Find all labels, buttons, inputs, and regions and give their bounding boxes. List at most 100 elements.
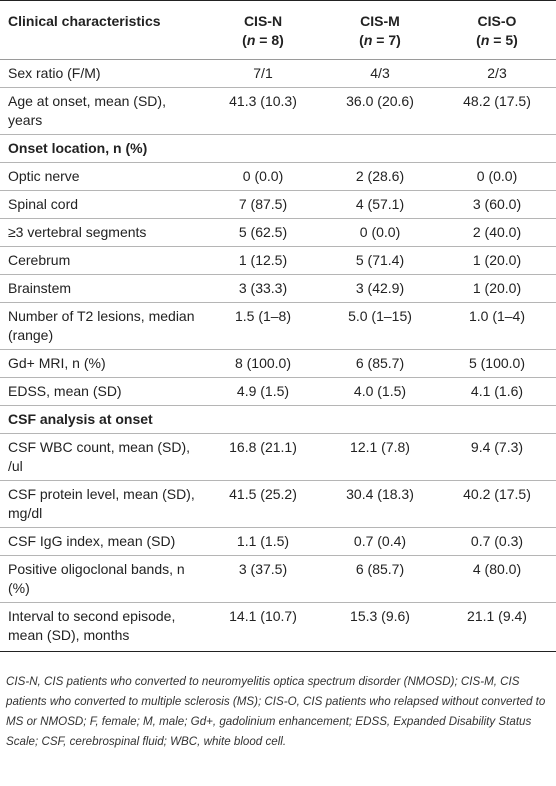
row-label: Optic nerve (0, 162, 204, 191)
row-label: EDSS, mean (SD) (0, 377, 204, 406)
section-header-row: Onset location, n (%) (0, 134, 556, 163)
cis-m-value: 3 (42.9) (322, 274, 438, 303)
cis-o-value: 4.1 (1.6) (438, 377, 556, 406)
table-row: Positive oligoclonal bands, n (%) 3 (37.5… (0, 555, 556, 603)
cis-o-value: 48.2 (17.5) (438, 87, 556, 135)
section-empty-cell (204, 405, 322, 434)
cis-o-value: 0 (0.0) (438, 162, 556, 191)
table-row: Optic nerve 0 (0.0) 2 (28.6) 0 (0.0) (0, 162, 556, 191)
clinical-characteristics-table: Clinical characteristics CIS-N (n = 8) C… (0, 0, 556, 652)
table-row: Spinal cord 7 (87.5) 4 (57.1) 3 (60.0) (0, 190, 556, 219)
cis-o-value: 1 (20.0) (438, 246, 556, 275)
section-empty-cell (322, 405, 438, 434)
cis-m-value: 4 (57.1) (322, 190, 438, 219)
cis-n-value: 7/1 (204, 59, 322, 88)
table-row: CSF protein level, mean (SD), mg/dl 41.5 … (0, 480, 556, 528)
cis-n-value: 0 (0.0) (204, 162, 322, 191)
cis-m-value: 4/3 (322, 59, 438, 88)
section-empty-cell (438, 134, 556, 163)
row-label: Cerebrum (0, 246, 204, 275)
row-label: Interval to second episode, mean (SD), m… (0, 602, 204, 652)
table-row: Brainstem 3 (33.3) 3 (42.9) 1 (20.0) (0, 274, 556, 303)
cis-o-value: 2 (40.0) (438, 218, 556, 247)
header-cis-n-var: n (246, 32, 256, 48)
cis-n-value: 1.5 (1–8) (204, 302, 322, 350)
table-header-row: Clinical characteristics CIS-N (n = 8) C… (0, 0, 556, 60)
header-cis-m: CIS-M (n = 7) (322, 0, 438, 60)
cis-m-value: 0 (0.0) (322, 218, 438, 247)
cis-n-value: 7 (87.5) (204, 190, 322, 219)
table-row: Number of T2 lesions, median (range) 1.5 … (0, 302, 556, 350)
header-cis-n: CIS-N (n = 8) (204, 0, 322, 60)
cis-n-value: 16.8 (21.1) (204, 433, 322, 481)
cis-m-value: 0.7 (0.4) (322, 527, 438, 556)
cis-o-value: 21.1 (9.4) (438, 602, 556, 652)
section-label: CSF analysis at onset (0, 405, 204, 434)
cis-m-value: 6 (85.7) (322, 349, 438, 378)
row-label: Positive oligoclonal bands, n (%) (0, 555, 204, 603)
row-label: ≥3 vertebral segments (0, 218, 204, 247)
cis-o-value: 40.2 (17.5) (438, 480, 556, 528)
row-label: Age at onset, mean (SD), years (0, 87, 204, 135)
cis-n-value: 5 (62.5) (204, 218, 322, 247)
row-label: CSF WBC count, mean (SD), /ul (0, 433, 204, 481)
header-clinical-characteristics: Clinical characteristics (0, 0, 204, 60)
cis-o-value: 2/3 (438, 59, 556, 88)
row-label: Brainstem (0, 274, 204, 303)
cis-n-value: 1 (12.5) (204, 246, 322, 275)
header-cis-n-count: = 8) (255, 32, 284, 48)
cis-m-value: 4.0 (1.5) (322, 377, 438, 406)
table-row: Interval to second episode, mean (SD), m… (0, 602, 556, 652)
header-cis-m-name: CIS-M (360, 13, 400, 29)
cis-m-value: 2 (28.6) (322, 162, 438, 191)
row-label: Number of T2 lesions, median (range) (0, 302, 204, 350)
table-footnote: CIS-N, CIS patients who converted to neu… (6, 675, 546, 748)
header-cis-o-name: CIS-O (477, 13, 517, 29)
header-cis-n-name: CIS-N (243, 13, 283, 29)
cis-o-value: 5 (100.0) (438, 349, 556, 378)
cis-o-value: 1 (20.0) (438, 274, 556, 303)
row-label: Spinal cord (0, 190, 204, 219)
row-label: Sex ratio (F/M) (0, 59, 204, 88)
table-row: Sex ratio (F/M) 7/1 4/3 2/3 (0, 59, 556, 88)
cis-n-value: 8 (100.0) (204, 349, 322, 378)
cis-n-value: 4.9 (1.5) (204, 377, 322, 406)
section-label: Onset location, n (%) (0, 134, 204, 163)
table-row: ≥3 vertebral segments 5 (62.5) 0 (0.0) 2 (4… (0, 218, 556, 247)
header-cis-o: CIS-O (n = 5) (438, 0, 556, 60)
section-header-row: CSF analysis at onset (0, 405, 556, 434)
cis-o-value: 3 (60.0) (438, 190, 556, 219)
header-cis-o-var: n (480, 32, 490, 48)
cis-n-value: 14.1 (10.7) (204, 602, 322, 652)
section-empty-cell (204, 134, 322, 163)
table-row: Cerebrum 1 (12.5) 5 (71.4) 1 (20.0) (0, 246, 556, 275)
table-row: CSF WBC count, mean (SD), /ul 16.8 (21.1)… (0, 433, 556, 481)
cis-o-value: 9.4 (7.3) (438, 433, 556, 481)
cis-m-value: 5.0 (1–15) (322, 302, 438, 350)
row-label: Gd+ MRI, n (%) (0, 349, 204, 378)
section-empty-cell (438, 405, 556, 434)
cis-m-value: 5 (71.4) (322, 246, 438, 275)
cis-o-value: 4 (80.0) (438, 555, 556, 603)
cis-o-value: 0.7 (0.3) (438, 527, 556, 556)
cis-m-value: 12.1 (7.8) (322, 433, 438, 481)
row-label: CSF protein level, mean (SD), mg/dl (0, 480, 204, 528)
table-row: CSF IgG index, mean (SD) 1.1 (1.5) 0.7 (0.… (0, 527, 556, 556)
cis-m-value: 36.0 (20.6) (322, 87, 438, 135)
cis-m-value: 6 (85.7) (322, 555, 438, 603)
cis-o-value: 1.0 (1–4) (438, 302, 556, 350)
table-row: Gd+ MRI, n (%) 8 (100.0) 6 (85.7) 5 (100.0) (0, 349, 556, 378)
header-cis-m-var: n (363, 32, 373, 48)
table-row: EDSS, mean (SD) 4.9 (1.5) 4.0 (1.5) 4.1 (1.… (0, 377, 556, 406)
cis-m-value: 30.4 (18.3) (322, 480, 438, 528)
row-label: CSF IgG index, mean (SD) (0, 527, 204, 556)
cis-n-value: 41.5 (25.2) (204, 480, 322, 528)
section-empty-cell (322, 134, 438, 163)
cis-n-value: 3 (37.5) (204, 555, 322, 603)
table-row: Age at onset, mean (SD), years 41.3 (10.3… (0, 87, 556, 135)
header-cis-o-count: = 5) (489, 32, 518, 48)
cis-m-value: 15.3 (9.6) (322, 602, 438, 652)
cis-n-value: 3 (33.3) (204, 274, 322, 303)
cis-n-value: 1.1 (1.5) (204, 527, 322, 556)
